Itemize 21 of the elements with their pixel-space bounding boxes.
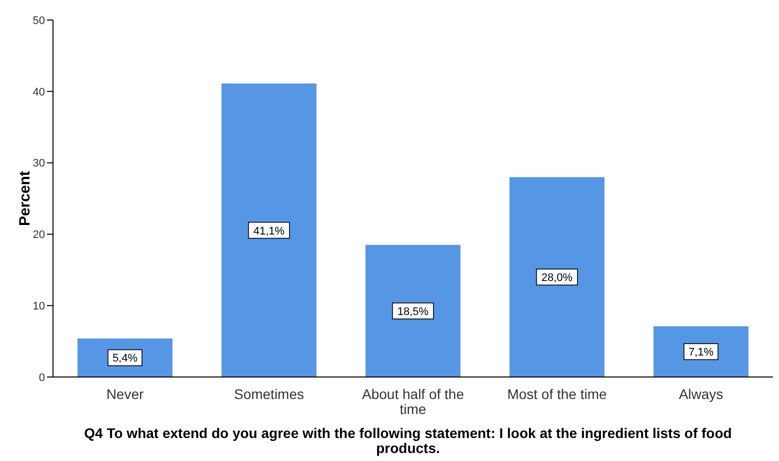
data-label: 28,0%	[541, 272, 573, 284]
y-tick-label: 20	[32, 229, 45, 242]
y-tick-label: 30	[32, 158, 45, 170]
y-tick-label: 10	[32, 300, 45, 313]
y-tick-label: 0	[38, 372, 45, 384]
bar	[221, 84, 316, 377]
x-tick-label: About half of the time	[362, 386, 464, 417]
x-tick-label: Always	[678, 386, 724, 402]
bar	[509, 177, 604, 377]
data-label: 41,1%	[253, 225, 285, 238]
y-tick-label: 50	[32, 14, 45, 27]
data-label: 5,4%	[112, 352, 138, 365]
x-tick-label: Most of the time	[507, 386, 608, 402]
x-tick-label: Sometimes	[234, 386, 304, 402]
data-label: 7,1%	[688, 346, 714, 359]
x-tick-label: Never	[106, 386, 144, 402]
bar	[365, 244, 460, 377]
y-tick-label: 40	[32, 86, 45, 98]
y-axis-title: Percent	[16, 170, 34, 226]
x-axis-title: Q4 To what extend do you agree with the following statement: I look at the ingredient lists of food products.	[83, 425, 733, 456]
data-label: 18,5%	[397, 306, 429, 318]
